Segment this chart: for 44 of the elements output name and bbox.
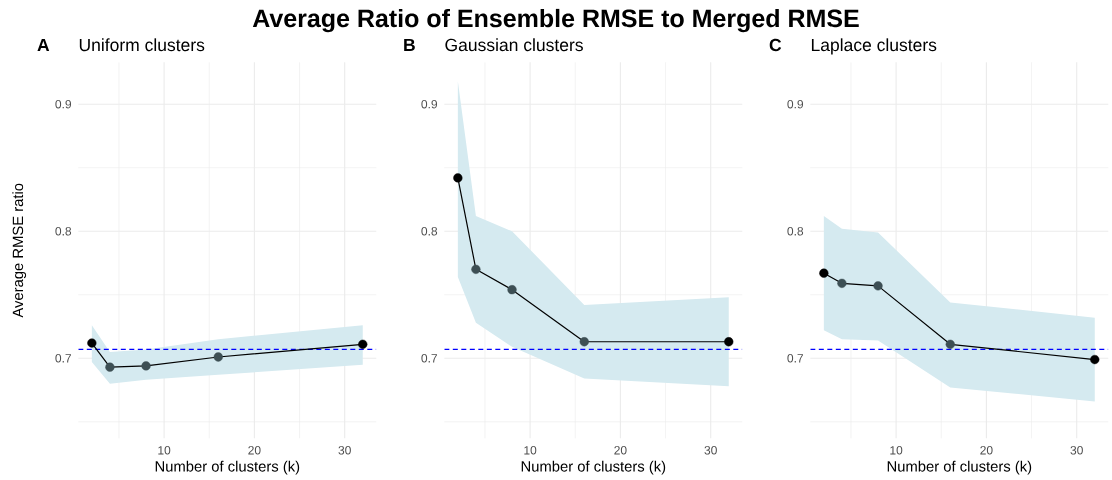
y-tick-label: 0.9 (55, 99, 72, 109)
point (453, 173, 463, 183)
point (141, 361, 151, 371)
text: B (404, 38, 415, 51)
point (213, 352, 223, 362)
text: C (769, 38, 782, 52)
point (724, 337, 734, 347)
y-tick-label: 0.7 (55, 354, 72, 363)
x-tick-label: 20 (980, 446, 993, 455)
x-axis-title: Number of clusters (k) (155, 460, 300, 475)
point (837, 278, 847, 288)
x-tick-label: 10 (158, 446, 171, 455)
point (105, 362, 115, 372)
point (358, 339, 368, 349)
x-tick-label: 10 (524, 446, 537, 455)
y-tick-label: 0.8 (787, 227, 804, 236)
point (579, 337, 589, 347)
y-tick-label: 0.8 (421, 227, 438, 236)
x-tick-label: 30 (1070, 446, 1083, 455)
y-tick-label: 0.8 (55, 227, 72, 236)
x-tick-label: 20 (248, 446, 261, 455)
point (87, 338, 97, 348)
y-tick-label: 0.7 (421, 354, 438, 363)
point (819, 268, 829, 278)
point (471, 264, 481, 274)
y-tick-label: 0.9 (787, 99, 804, 109)
chart-subtitle: Laplace clusters (811, 38, 937, 55)
text: Average Ratio of Ensemble RMSE to Merged RMSE (252, 8, 859, 33)
point (873, 281, 883, 291)
point (945, 339, 955, 349)
x-tick-label: 20 (614, 446, 627, 455)
x-axis-title: Number of clusters (k) (521, 460, 666, 475)
x-axis-title: Number of clusters (k) (887, 460, 1032, 475)
y-tick-label: 0.7 (787, 354, 804, 363)
text: A (37, 38, 50, 51)
x-tick-label: 10 (890, 446, 903, 455)
point (507, 285, 517, 295)
x-tick-label: 30 (338, 446, 351, 455)
x-tick-label: 30 (704, 446, 717, 455)
point (1090, 354, 1100, 365)
chart-subtitle: Uniform clusters (79, 38, 205, 52)
y-axis-title: Average RMSE ratio (12, 183, 27, 318)
y-tick-label: 0.9 (421, 99, 438, 109)
chart-subtitle: Gaussian clusters (445, 38, 583, 52)
